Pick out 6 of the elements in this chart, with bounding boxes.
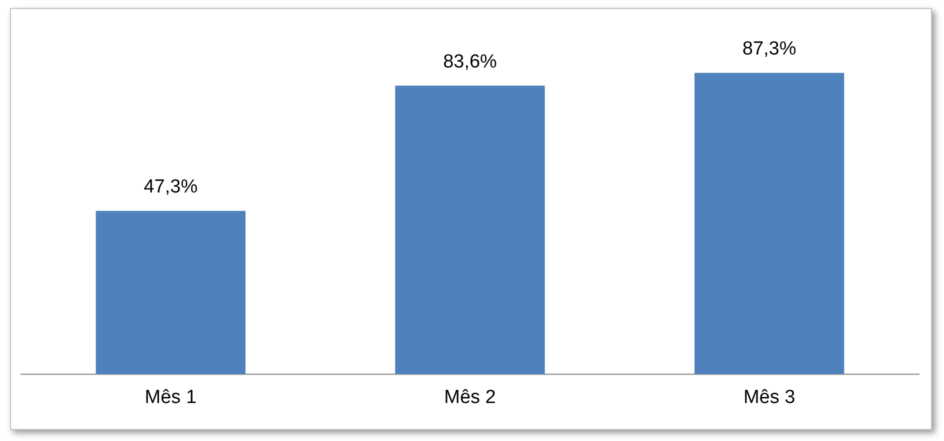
data-label: 47,3% bbox=[144, 176, 198, 198]
data-label: 87,3% bbox=[742, 38, 796, 60]
x-tick-label: Mês 1 bbox=[144, 386, 197, 408]
data-label: 83,6% bbox=[443, 51, 498, 72]
x-tick-label: Mês 2 bbox=[444, 386, 496, 408]
x-tick-label: Mês 3 bbox=[743, 386, 796, 408]
